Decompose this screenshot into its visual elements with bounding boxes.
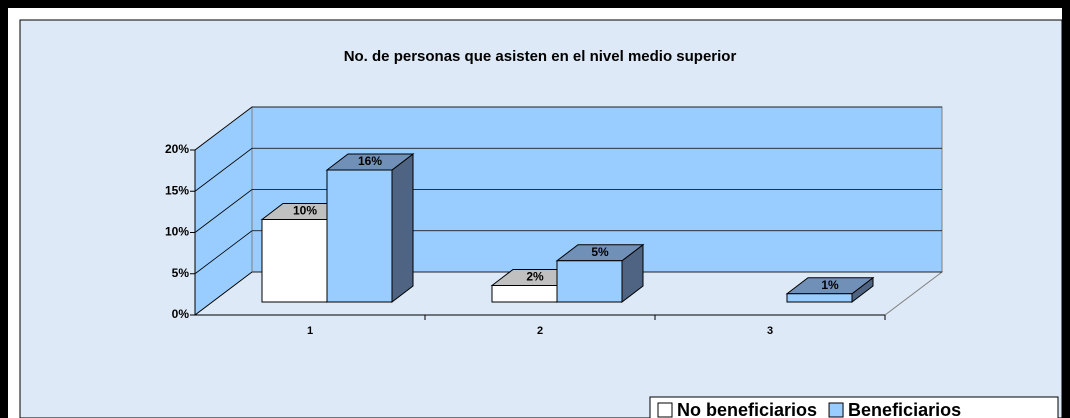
value-label: 5% bbox=[591, 245, 609, 259]
bar bbox=[326, 169, 393, 303]
y-tick-label: 20% bbox=[165, 142, 189, 156]
bar bbox=[491, 285, 558, 303]
legend-label: Beneficiarios bbox=[848, 400, 961, 418]
grid-line bbox=[194, 189, 942, 233]
chart-title: No. de personas que asisten en el nivel … bbox=[344, 48, 737, 65]
bar bbox=[261, 219, 328, 303]
legend-label: No beneficiarios bbox=[677, 400, 817, 418]
grid-line bbox=[194, 271, 942, 316]
grid-line bbox=[194, 230, 942, 275]
value-label: 1% bbox=[821, 278, 839, 292]
legend-swatch bbox=[828, 402, 844, 418]
value-label: 2% bbox=[526, 270, 544, 284]
legend-box bbox=[649, 396, 1059, 418]
legend-swatch bbox=[657, 402, 673, 418]
y-tick-label: 15% bbox=[165, 183, 189, 197]
x-tick-label: 1 bbox=[307, 325, 313, 337]
y-tick-label: 5% bbox=[172, 266, 190, 280]
grid-line bbox=[194, 106, 942, 151]
grid-line bbox=[194, 147, 942, 192]
y-tick-label: 0% bbox=[172, 307, 190, 321]
bar bbox=[786, 293, 853, 303]
bar bbox=[556, 260, 623, 303]
x-tick-label: 2 bbox=[537, 325, 543, 337]
value-label: 10% bbox=[293, 204, 317, 218]
bar-side bbox=[391, 152, 414, 304]
x-tick-label: 3 bbox=[767, 325, 773, 337]
value-label: 16% bbox=[358, 154, 382, 168]
y-tick-label: 10% bbox=[165, 225, 189, 239]
